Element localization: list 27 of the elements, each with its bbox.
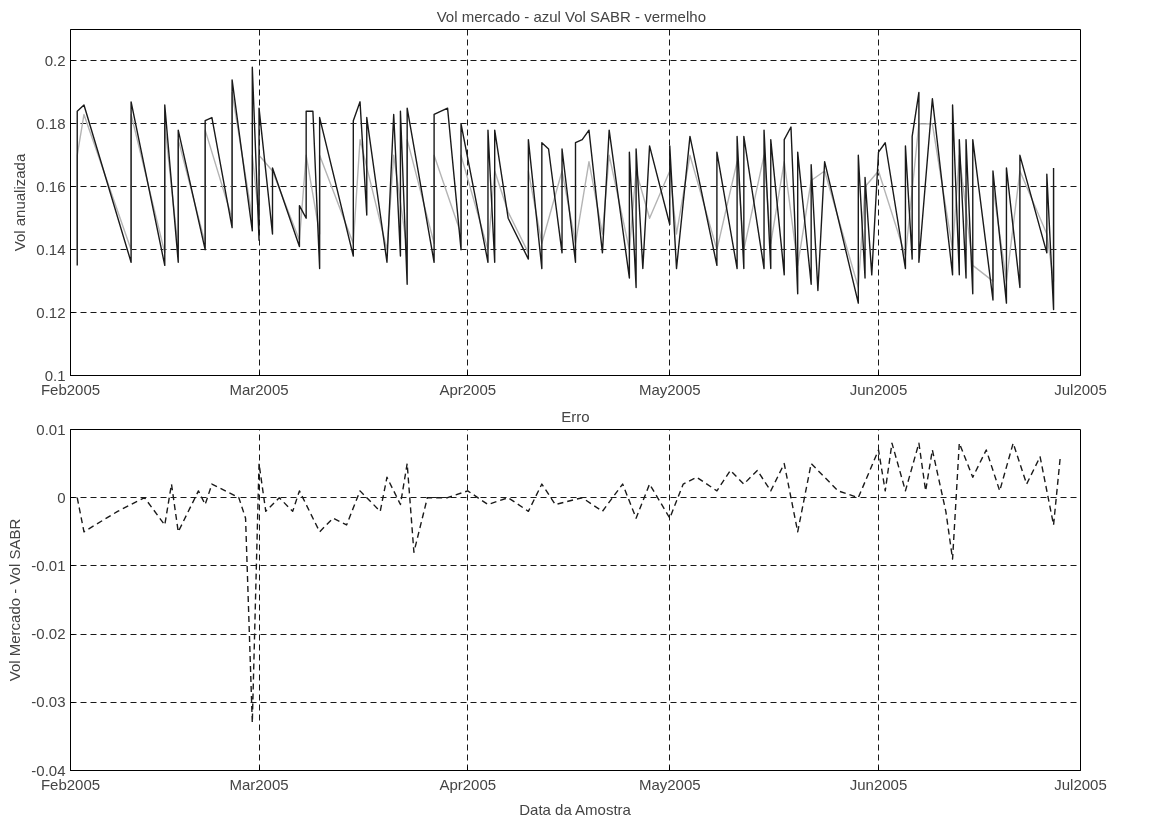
y-tick-label: 0.18: [36, 114, 66, 132]
chart-title: Vol mercado - azul Vol SABR - vermelho: [436, 7, 706, 25]
x-tick-label: Jun2005: [849, 775, 908, 793]
x-tick-label: May2005: [638, 775, 701, 793]
x-tick-label: Apr2005: [439, 380, 497, 398]
y-tick-label: -0.01: [31, 556, 66, 574]
y-tick-label: -0.02: [31, 625, 66, 643]
y-tick-label: 0.16: [36, 177, 66, 195]
x-tick-label: Jun2005: [849, 380, 908, 398]
chart-title: Erro: [561, 407, 590, 425]
y-tick-label: 0: [57, 488, 66, 506]
y-tick-label: 0.01: [36, 420, 66, 438]
x-tick-label: May2005: [638, 380, 701, 398]
y-axis-title: Vol Mercado - Vol SABR: [6, 518, 24, 682]
y-tick-label: 0.12: [36, 303, 66, 321]
y-tick-label: 0.14: [36, 240, 66, 258]
y-axis-title: Vol anualizada: [11, 153, 29, 252]
y-tick-label: 0.2: [44, 51, 66, 69]
x-tick-label: Jul2005: [1054, 775, 1107, 793]
x-tick-label: Apr2005: [439, 775, 497, 793]
y-tick-label: -0.03: [31, 693, 66, 711]
x-tick-label: Mar2005: [229, 775, 289, 793]
x-tick-label: Mar2005: [229, 380, 289, 398]
line-series: [76, 442, 1061, 724]
x-axis-title: Data da Amostra: [519, 800, 632, 818]
x-tick-label: Jul2005: [1054, 380, 1107, 398]
line-series: [76, 66, 1055, 311]
